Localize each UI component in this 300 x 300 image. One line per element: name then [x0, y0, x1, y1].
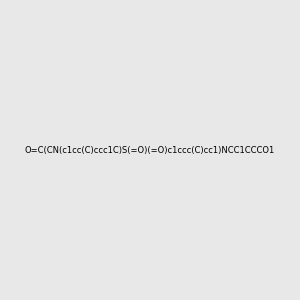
Text: O=C(CN(c1cc(C)ccc1C)S(=O)(=O)c1ccc(C)cc1)NCC1CCCO1: O=C(CN(c1cc(C)ccc1C)S(=O)(=O)c1ccc(C)cc1…: [25, 146, 275, 154]
